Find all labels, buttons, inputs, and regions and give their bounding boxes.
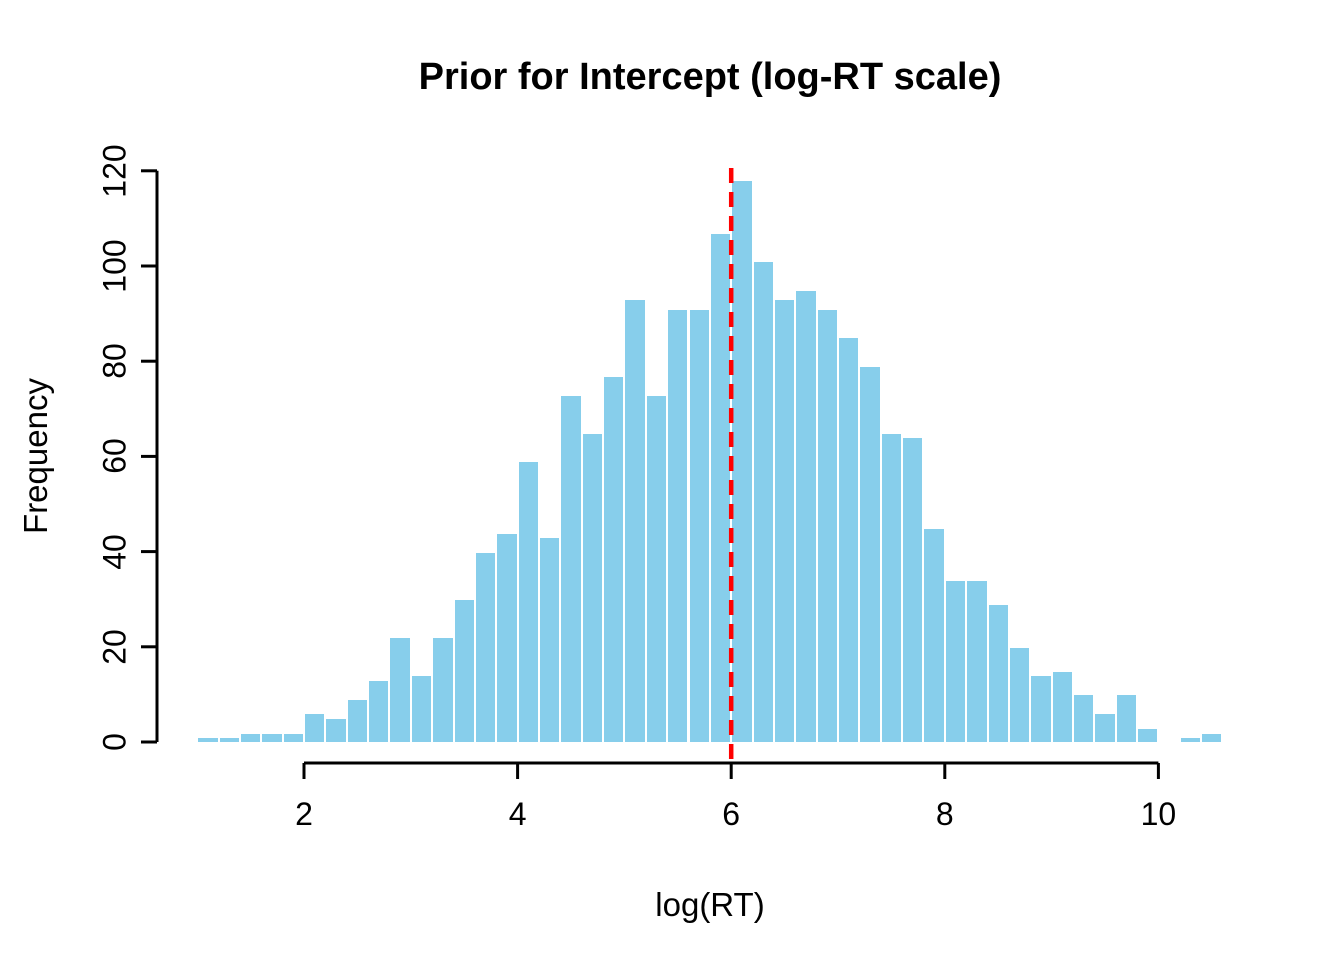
histogram-bar xyxy=(218,737,240,742)
histogram-bar xyxy=(261,732,283,742)
histogram-bar xyxy=(838,337,860,742)
histogram-bar xyxy=(581,432,604,742)
histogram-bar xyxy=(239,732,262,742)
histogram-bar xyxy=(752,261,774,742)
histogram-bar xyxy=(1094,713,1116,742)
histogram-bar xyxy=(902,437,924,742)
histogram-bar xyxy=(1201,732,1223,742)
histogram-bar xyxy=(560,394,582,742)
histogram-bar xyxy=(731,180,753,742)
histogram-bar xyxy=(624,299,646,742)
histogram-bar xyxy=(795,289,817,742)
histogram-bar xyxy=(1115,694,1138,742)
histogram-bar xyxy=(410,675,433,742)
histogram-bar xyxy=(603,375,625,742)
histogram-bar xyxy=(453,599,475,742)
histogram-bar xyxy=(389,637,411,742)
histogram-bar xyxy=(496,532,518,742)
x-tick-label: 8 xyxy=(935,796,954,832)
y-tick-label: 100 xyxy=(96,239,133,293)
histogram-bar xyxy=(1137,727,1159,742)
y-tick-label: 0 xyxy=(96,733,133,751)
x-tick-label: 4 xyxy=(508,796,527,832)
chart-title: Prior for Intercept (log-RT scale) xyxy=(418,56,1002,98)
x-axis-label: log(RT) xyxy=(655,886,765,923)
histogram-bar xyxy=(346,699,369,742)
x-tick-label: 10 xyxy=(1140,796,1177,832)
histogram-bar xyxy=(944,580,967,742)
histogram-bar xyxy=(282,732,304,742)
histogram-bar xyxy=(368,680,390,742)
histogram-bar xyxy=(1179,737,1202,742)
histogram-bar xyxy=(709,232,732,742)
histogram-bar xyxy=(1008,646,1031,742)
y-tick-label: 40 xyxy=(96,533,133,570)
histogram-bar xyxy=(880,432,903,742)
histogram-bar xyxy=(325,718,347,742)
y-tick-label: 60 xyxy=(96,438,133,475)
histogram-bar xyxy=(816,308,838,742)
y-tick-label: 120 xyxy=(96,144,133,198)
histogram-bar xyxy=(859,366,881,742)
histogram-bar xyxy=(1051,670,1073,742)
histogram-bar xyxy=(923,527,945,742)
y-tick-label: 20 xyxy=(96,629,133,665)
x-tick-label: 6 xyxy=(722,796,741,832)
histogram-bar xyxy=(539,537,561,742)
histogram-bar xyxy=(432,637,454,742)
histogram-bar xyxy=(517,461,539,742)
histogram-bar xyxy=(645,394,668,742)
y-axis-label: Frequency xyxy=(17,378,54,534)
histogram-bar xyxy=(667,308,689,742)
histogram-bar xyxy=(987,604,1009,742)
histogram-bar xyxy=(1030,675,1052,742)
x-tick-label: 2 xyxy=(295,796,313,832)
histogram-bar xyxy=(197,737,219,742)
histogram-bar xyxy=(1073,694,1095,742)
histogram-bar xyxy=(688,308,710,742)
histogram-bar xyxy=(474,551,497,742)
y-tick-label: 80 xyxy=(96,343,133,379)
histogram-bar xyxy=(966,580,988,742)
histogram-bar xyxy=(304,713,326,742)
histogram-bar xyxy=(773,299,796,742)
